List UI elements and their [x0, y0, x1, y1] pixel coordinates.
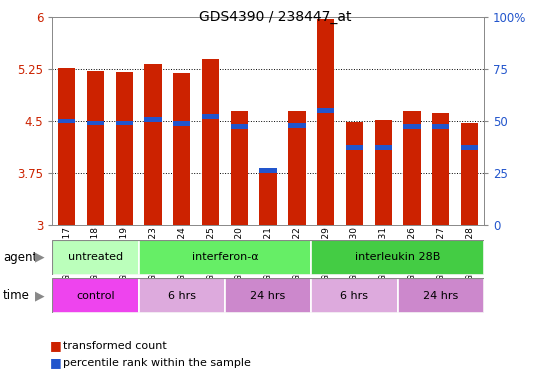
Bar — [230, 111, 248, 225]
Bar — [116, 72, 133, 225]
Bar — [403, 124, 421, 129]
Bar — [116, 121, 133, 126]
Bar — [375, 145, 392, 150]
Text: ▶: ▶ — [35, 289, 44, 302]
Bar — [173, 121, 190, 126]
Text: ■: ■ — [50, 356, 61, 369]
Bar — [202, 114, 219, 119]
Text: agent: agent — [3, 251, 37, 264]
Bar — [87, 121, 104, 126]
Bar — [461, 123, 478, 225]
Text: percentile rank within the sample: percentile rank within the sample — [63, 358, 251, 368]
Bar — [461, 145, 478, 150]
Text: 24 hrs: 24 hrs — [250, 291, 286, 301]
Text: ▶: ▶ — [35, 251, 44, 264]
Bar — [58, 68, 75, 225]
Bar — [317, 108, 334, 113]
Bar — [311, 278, 398, 313]
Bar — [432, 113, 449, 225]
Bar — [260, 168, 277, 173]
Bar — [403, 111, 421, 225]
Bar — [87, 71, 104, 225]
Bar — [58, 119, 75, 123]
Bar — [202, 59, 219, 225]
Text: interferon-α: interferon-α — [191, 252, 258, 262]
Text: control: control — [76, 291, 115, 301]
Bar — [139, 240, 311, 275]
Text: 6 hrs: 6 hrs — [168, 291, 196, 301]
Bar — [317, 19, 334, 225]
Text: GDS4390 / 238447_at: GDS4390 / 238447_at — [199, 10, 351, 23]
Text: 6 hrs: 6 hrs — [340, 291, 368, 301]
Bar — [52, 278, 139, 313]
Text: 24 hrs: 24 hrs — [423, 291, 459, 301]
Bar — [260, 171, 277, 225]
Text: interleukin 28B: interleukin 28B — [355, 252, 441, 262]
Bar — [311, 240, 484, 275]
Bar — [225, 278, 311, 313]
Bar — [346, 122, 363, 225]
Bar — [288, 123, 306, 127]
Text: transformed count: transformed count — [63, 341, 167, 351]
Bar — [139, 278, 225, 313]
Bar — [230, 124, 248, 129]
Text: time: time — [3, 289, 30, 302]
Bar — [375, 119, 392, 225]
Bar — [144, 117, 162, 122]
Text: ■: ■ — [50, 339, 61, 352]
Bar — [173, 73, 190, 225]
Bar — [346, 145, 363, 150]
Bar — [288, 111, 306, 225]
Text: untreated: untreated — [68, 252, 123, 262]
Bar — [52, 240, 139, 275]
Bar — [432, 124, 449, 129]
Bar — [398, 278, 484, 313]
Bar — [144, 64, 162, 225]
